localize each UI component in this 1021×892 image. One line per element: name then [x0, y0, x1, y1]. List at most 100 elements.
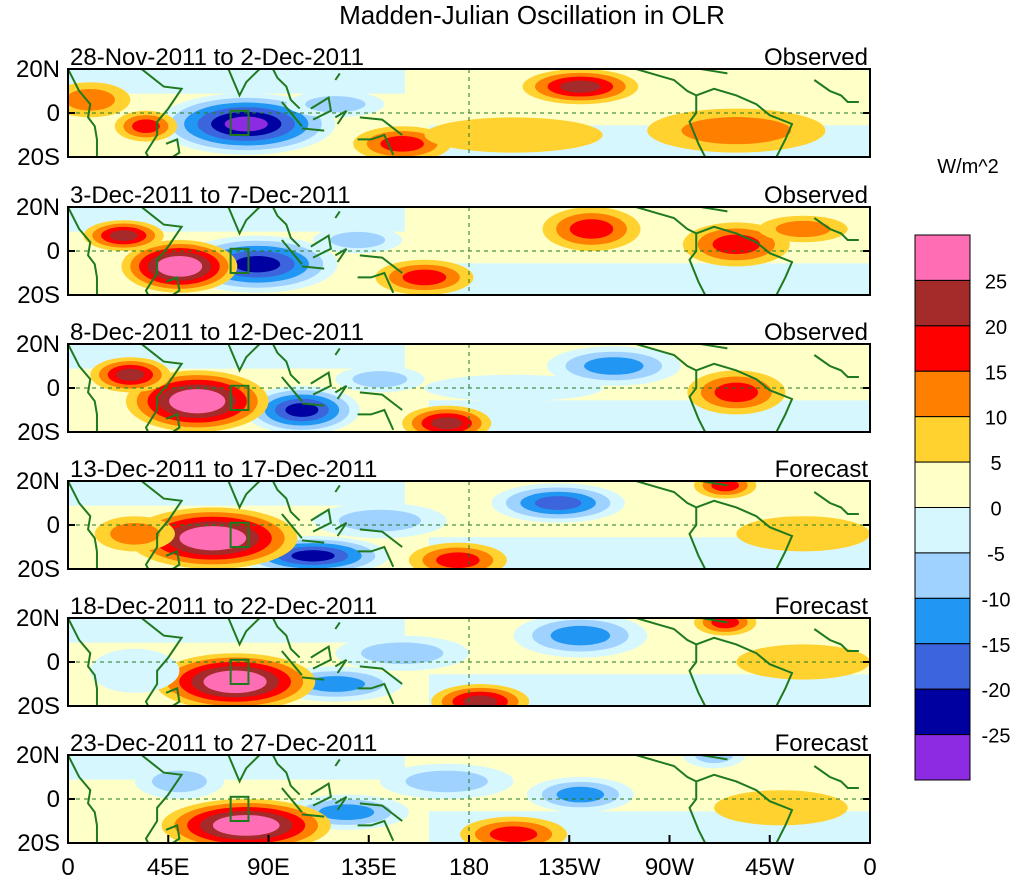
coastline [140, 481, 184, 569]
lat-label: 20N [16, 56, 60, 83]
negative-anomaly [405, 770, 488, 793]
coastline [68, 207, 98, 295]
coastline [635, 207, 697, 235]
coastline [688, 233, 707, 295]
coastline [813, 491, 859, 515]
positive-anomaly [110, 522, 160, 545]
positive-anomaly [681, 117, 792, 145]
coastline [165, 824, 181, 843]
positive-anomaly [402, 269, 447, 286]
lon-label: 0 [61, 854, 74, 881]
coastline [68, 344, 98, 432]
coastline [334, 210, 341, 219]
coastline [194, 618, 301, 659]
lat-label: 0 [47, 238, 60, 265]
positive-anomaly [736, 644, 870, 680]
coastline [359, 528, 403, 548]
coastline [688, 95, 707, 157]
positive-anomaly [109, 230, 138, 241]
coastline [688, 644, 707, 706]
positive-anomaly [424, 117, 603, 153]
coastline [310, 781, 332, 807]
coastline [310, 370, 332, 396]
positive-anomaly [132, 119, 160, 134]
anomaly-band [428, 263, 870, 295]
coastline [140, 618, 184, 706]
colorbar-swatch [914, 325, 971, 372]
colorbar-label: 15 [985, 362, 1007, 384]
coastline [165, 276, 181, 295]
colorbar-swatch [914, 597, 971, 645]
colorbar-swatch [914, 279, 971, 327]
panel-kind: Forecast [775, 730, 869, 757]
coastline [68, 618, 98, 706]
colorbar-swatch [914, 734, 971, 781]
negative-anomaly [151, 770, 207, 793]
lat-label: 20S [17, 830, 60, 857]
negative-anomaly [694, 755, 734, 764]
coastline [635, 69, 697, 97]
index-box [229, 795, 250, 822]
lat-label: 20N [16, 194, 60, 221]
colorbar-label: -10 [982, 589, 1011, 611]
positive-anomaly [179, 393, 215, 409]
coastline [334, 484, 341, 493]
coastline [334, 621, 341, 630]
colorbar: W/m^2 25 20 15 10 5 0 -5 -10 -15 -20 -25 [914, 156, 1011, 781]
map-panel: 20N 0 20S 23-Dec-2011 to 27-Dec-2011 Forecas… [16, 730, 871, 857]
coastline [194, 344, 301, 385]
negative-anomaly [584, 357, 644, 375]
coastline [301, 676, 325, 681]
coastline [68, 481, 98, 569]
negative-anomaly [556, 786, 605, 803]
negative-anomaly [305, 96, 366, 113]
lat-label: 20S [17, 144, 60, 171]
coastline [68, 755, 98, 843]
coastline [357, 271, 395, 294]
coastline [194, 69, 301, 110]
coastline [301, 813, 325, 818]
coastline [357, 682, 395, 705]
colorbar-label: -5 [987, 544, 1005, 566]
coastline [695, 773, 794, 843]
lon-label: 45E [147, 854, 190, 881]
lat-label: 20S [17, 693, 60, 720]
coastline [635, 344, 697, 372]
colorbar-label: -20 [982, 680, 1011, 702]
coastline [301, 539, 325, 544]
positive-anomaly [736, 516, 870, 552]
panel-period: 8-Dec-2011 to 12-Dec-2011 [70, 319, 364, 346]
index-box [229, 521, 250, 548]
coastline [334, 247, 348, 263]
positive-anomaly [436, 552, 480, 569]
coastline [334, 109, 348, 125]
coastline [635, 755, 697, 783]
longitude-axis: 0 45E 90E 135E 180 135W 90W 45W 0 [61, 835, 877, 881]
coastline [695, 87, 794, 157]
colorbar-label: 5 [990, 453, 1001, 475]
coastline [688, 781, 707, 843]
positive-anomaly [165, 260, 194, 273]
positive-anomaly [714, 790, 848, 826]
negative-anomaly [338, 509, 422, 532]
colorbar-label: 0 [990, 499, 1001, 521]
coastline [688, 507, 707, 569]
lon-label: 90E [247, 854, 290, 881]
lon-label: 180 [449, 854, 489, 881]
negative-anomaly [90, 648, 180, 693]
coastline [165, 687, 181, 706]
coastline [635, 481, 697, 509]
coastline [281, 239, 303, 265]
index-box [229, 109, 250, 137]
lat-label: 20N [16, 331, 60, 358]
positive-anomaly [116, 368, 145, 381]
positive-anomaly [68, 88, 115, 111]
negative-anomaly [285, 403, 319, 417]
panels: 20N 0 20S 28-Nov-2011 to 2-Dec-2011 Observed… [16, 44, 871, 857]
colorbar-label: 20 [985, 317, 1007, 339]
coastline [635, 618, 697, 646]
coastline [194, 481, 301, 522]
lat-label: 20S [17, 419, 60, 446]
